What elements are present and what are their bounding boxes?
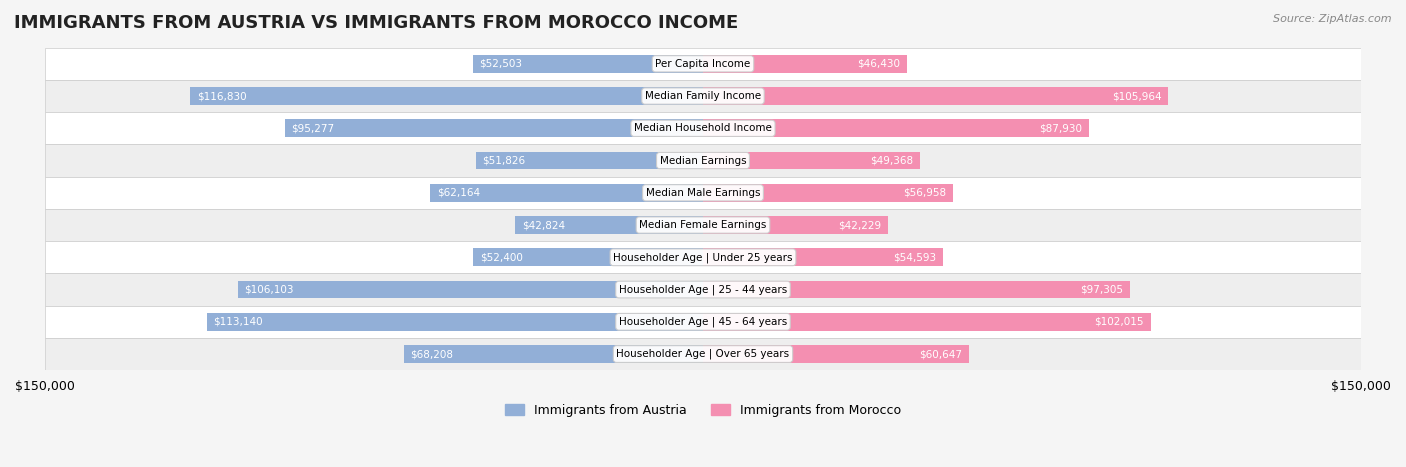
Text: $42,824: $42,824	[522, 220, 565, 230]
Text: $51,826: $51,826	[482, 156, 526, 166]
Text: $49,368: $49,368	[870, 156, 912, 166]
Bar	[703, 120, 1088, 137]
Text: $102,015: $102,015	[1094, 317, 1144, 327]
Text: $62,164: $62,164	[437, 188, 479, 198]
Text: $52,503: $52,503	[479, 59, 522, 69]
Bar	[190, 87, 703, 105]
Text: $68,208: $68,208	[411, 349, 453, 359]
Bar	[238, 281, 703, 298]
Text: $54,593: $54,593	[893, 252, 936, 262]
Text: $106,103: $106,103	[245, 284, 294, 295]
Text: Householder Age | 45 - 64 years: Householder Age | 45 - 64 years	[619, 317, 787, 327]
Bar	[472, 55, 703, 73]
Text: $60,647: $60,647	[920, 349, 963, 359]
Text: $116,830: $116,830	[197, 91, 246, 101]
Bar	[207, 313, 703, 331]
Bar	[45, 112, 1361, 144]
Bar	[703, 216, 889, 234]
Bar	[515, 216, 703, 234]
Text: $105,964: $105,964	[1112, 91, 1161, 101]
Text: $87,930: $87,930	[1039, 123, 1083, 133]
Bar	[45, 144, 1361, 177]
Bar	[45, 48, 1361, 80]
Text: Median Female Earnings: Median Female Earnings	[640, 220, 766, 230]
Bar	[45, 306, 1361, 338]
Text: Householder Age | Under 25 years: Householder Age | Under 25 years	[613, 252, 793, 262]
Text: $46,430: $46,430	[858, 59, 900, 69]
Bar	[45, 241, 1361, 274]
Bar	[703, 152, 920, 170]
Text: Householder Age | 25 - 44 years: Householder Age | 25 - 44 years	[619, 284, 787, 295]
Text: $56,958: $56,958	[903, 188, 946, 198]
Text: Median Family Income: Median Family Income	[645, 91, 761, 101]
Bar	[703, 281, 1130, 298]
Text: IMMIGRANTS FROM AUSTRIA VS IMMIGRANTS FROM MOROCCO INCOME: IMMIGRANTS FROM AUSTRIA VS IMMIGRANTS FR…	[14, 14, 738, 32]
Text: Median Male Earnings: Median Male Earnings	[645, 188, 761, 198]
Text: Per Capita Income: Per Capita Income	[655, 59, 751, 69]
Bar	[45, 274, 1361, 306]
Bar	[475, 152, 703, 170]
Text: $113,140: $113,140	[214, 317, 263, 327]
Text: $42,229: $42,229	[838, 220, 882, 230]
Text: $95,277: $95,277	[291, 123, 335, 133]
Bar	[285, 120, 703, 137]
Bar	[45, 177, 1361, 209]
Text: Source: ZipAtlas.com: Source: ZipAtlas.com	[1274, 14, 1392, 24]
Text: Householder Age | Over 65 years: Householder Age | Over 65 years	[616, 349, 790, 359]
Bar	[703, 248, 942, 266]
Bar	[45, 80, 1361, 112]
Bar	[703, 55, 907, 73]
Bar	[703, 345, 969, 363]
Bar	[472, 248, 703, 266]
Bar	[404, 345, 703, 363]
Text: Median Household Income: Median Household Income	[634, 123, 772, 133]
Legend: Immigrants from Austria, Immigrants from Morocco: Immigrants from Austria, Immigrants from…	[499, 399, 907, 422]
Text: $52,400: $52,400	[479, 252, 523, 262]
Bar	[703, 184, 953, 202]
Text: Median Earnings: Median Earnings	[659, 156, 747, 166]
Bar	[45, 338, 1361, 370]
Bar	[703, 313, 1150, 331]
Bar	[45, 209, 1361, 241]
Bar	[430, 184, 703, 202]
Bar	[703, 87, 1168, 105]
Text: $97,305: $97,305	[1080, 284, 1123, 295]
